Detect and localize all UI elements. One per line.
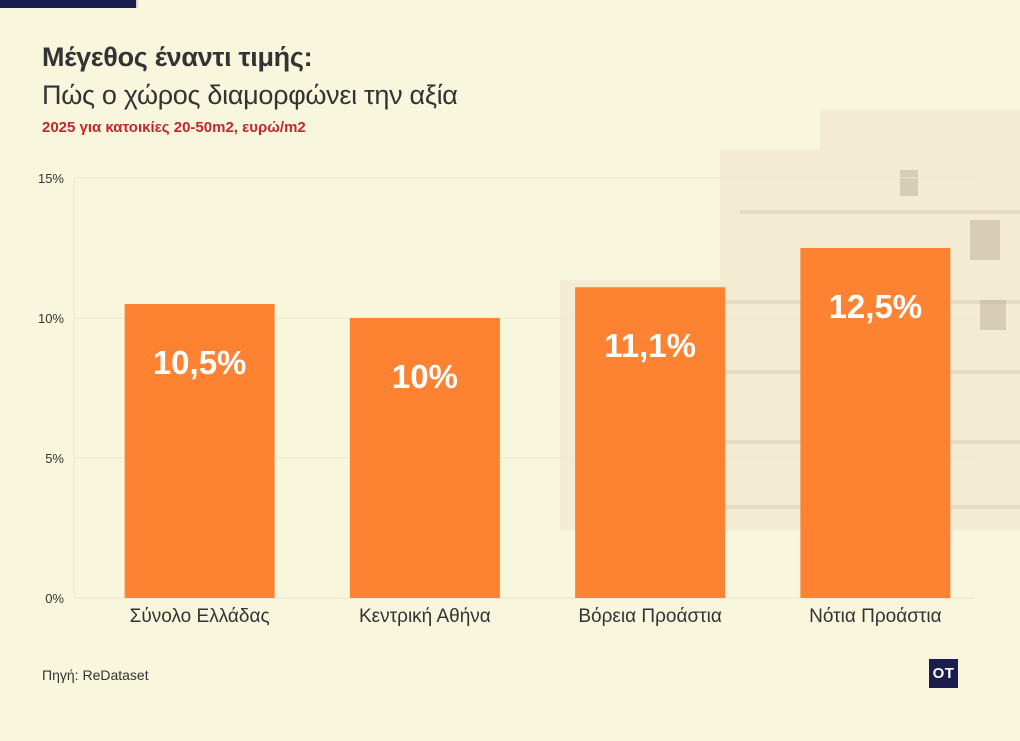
chart-note: 2025 για κατοικίες 20-50m2, ευρώ/m2 (42, 119, 306, 136)
y-tick-label: 10% (38, 311, 64, 326)
chart-title: Μέγεθος έναντι τιμής: (42, 42, 313, 72)
bar (575, 287, 726, 598)
bar-value-label: 10% (392, 358, 458, 395)
bar-value-label: 12,5% (829, 288, 923, 325)
y-tick-label: 15% (38, 171, 64, 186)
x-category-label: Κεντρική Αθήνα (359, 606, 491, 627)
bar (349, 318, 500, 598)
bar (800, 248, 951, 598)
x-category-label: Βόρεια Προάστια (578, 606, 722, 627)
source-note: Πηγή: ReDataset (42, 667, 149, 683)
y-tick-label: 5% (45, 451, 64, 466)
ot-logo: OT (929, 659, 958, 688)
bar-value-label: 10,5% (153, 344, 247, 381)
bar-value-label: 11,1% (604, 327, 696, 364)
chart-subtitle: Πώς ο χώρος διαμορφώνει την αξία (42, 80, 458, 110)
y-tick-label: 0% (45, 591, 64, 606)
x-category-label: Σύνολο Ελλάδας (130, 606, 270, 627)
corner-tab (0, 0, 138, 8)
x-category-label: Νότια Προάστια (809, 606, 942, 627)
bar (124, 304, 275, 598)
